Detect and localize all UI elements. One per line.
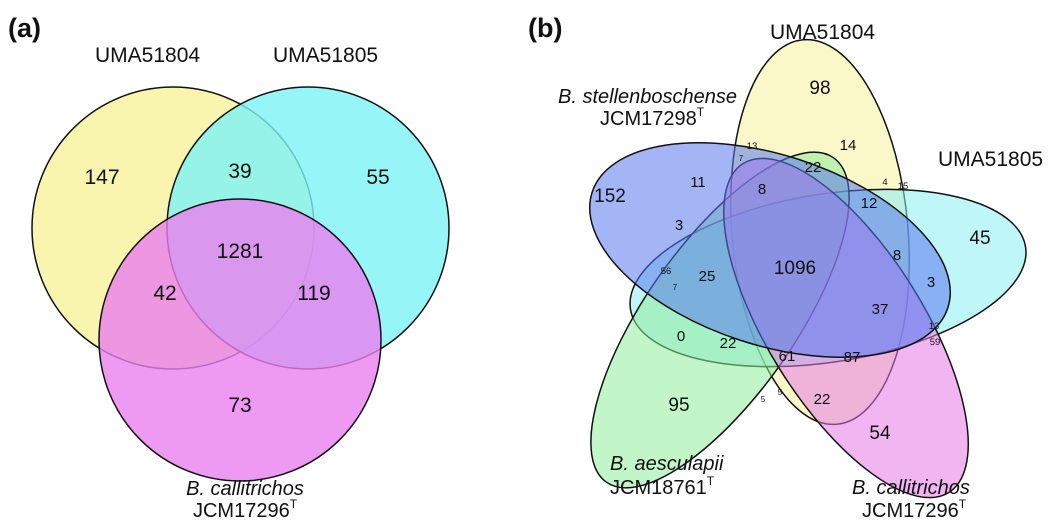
set-label-uma51804: UMA51804: [770, 21, 875, 44]
count-uma51804-uma51805: 39: [228, 160, 251, 183]
set-label-aesculapii-species: B. aesculapii: [610, 453, 724, 475]
count-r7-left: 7: [673, 283, 678, 292]
count-r3-left: 3: [675, 217, 683, 234]
strain-name: JCM17296: [862, 500, 959, 522]
count-r3-right: 3: [927, 274, 935, 291]
set-label-stellenboschense-strain: JCM17298T: [600, 105, 705, 130]
type-strain-superscript: T: [959, 497, 967, 511]
set-label-uma51805: UMA51805: [273, 44, 378, 67]
panel-a-label: (a): [8, 13, 41, 43]
set-label-callitrichos-strain: JCM17296T: [862, 497, 967, 522]
venn5-ellipses: [588, 38, 1027, 499]
set-label-aesculapii-strain: JCM18761T: [610, 474, 715, 499]
species-name: B. callitrichos: [186, 478, 304, 500]
species-name: B. stellenboschense: [558, 86, 737, 108]
count-r5-left: 5: [761, 395, 766, 404]
set-label-callitrichos-species: B. callitrichos: [186, 478, 304, 500]
count-r37: 37: [872, 301, 889, 318]
count-uma51804-callitrichos: 42: [153, 282, 176, 305]
count-r5-right: 5: [778, 388, 783, 397]
count-aesculapii-only: 95: [668, 395, 689, 416]
set-label-callitrichos-species: B. callitrichos: [852, 477, 970, 499]
count-uma51805-callitrichos: 119: [297, 282, 330, 305]
panel-b: (b) UMA51804 UMA51805 B. stellenboschens…: [528, 13, 1043, 522]
panel-b-label: (b): [528, 13, 562, 43]
set-circle-callitrichos: [98, 198, 382, 482]
count-r14: 14: [840, 137, 857, 154]
count-uma51805-only: 45: [969, 228, 990, 249]
count-callitrichos-only: 73: [228, 394, 251, 417]
count-uma51804-only: 98: [809, 78, 830, 99]
count-r59: 59: [930, 337, 941, 348]
set-label-uma51804: UMA51804: [95, 44, 200, 67]
panel-a: (a) UMA51804 UMA51805 B. callitrichos JC…: [8, 13, 450, 522]
count-callitrichos-only: 54: [869, 423, 891, 444]
count-r22-left: 22: [720, 335, 737, 352]
count-r12: 12: [861, 195, 878, 212]
count-r22-top: 22: [805, 159, 822, 176]
set-label-uma51805: UMA51805: [938, 148, 1043, 171]
set-label-callitrichos-strain: JCM17296T: [193, 497, 298, 522]
count-r4: 4: [882, 177, 887, 188]
strain-name: JCM17296: [193, 500, 290, 522]
count-r87: 87: [844, 349, 861, 366]
species-name: B. aesculapii: [610, 453, 724, 475]
species-name: B. callitrichos: [852, 477, 970, 499]
count-r8-right: 8: [893, 247, 901, 264]
type-strain-superscript: T: [697, 105, 705, 119]
venn3-circles: [31, 86, 450, 482]
count-r7-top: 7: [739, 154, 744, 163]
count-r11: 11: [690, 174, 706, 191]
count-stellenboschense-only: 152: [594, 186, 626, 207]
type-strain-superscript: T: [707, 474, 715, 488]
count-r15: 15: [898, 181, 909, 192]
count-r61: 61: [779, 348, 796, 365]
count-r13-top: 13: [747, 141, 758, 152]
count-uma51805-only: 55: [366, 166, 389, 189]
count-r0: 0: [677, 328, 685, 345]
strain-name: JCM17298: [600, 108, 697, 130]
set-label-stellenboschense-species: B. stellenboschense: [558, 86, 737, 108]
count-r22-bottom: 22: [814, 391, 831, 408]
count-all-three: 1281: [217, 240, 264, 263]
count-r56: 56: [661, 266, 672, 277]
count-r25: 25: [699, 268, 716, 285]
count-uma51804-only: 147: [84, 166, 119, 189]
set-ellipse-stellenboschense: [588, 142, 952, 358]
count-r13-right: 13: [929, 321, 940, 332]
count-r8-upper: 8: [758, 181, 766, 198]
strain-name: JCM18761: [610, 477, 707, 499]
type-strain-superscript: T: [290, 497, 298, 511]
count-core: 1096: [774, 258, 816, 279]
